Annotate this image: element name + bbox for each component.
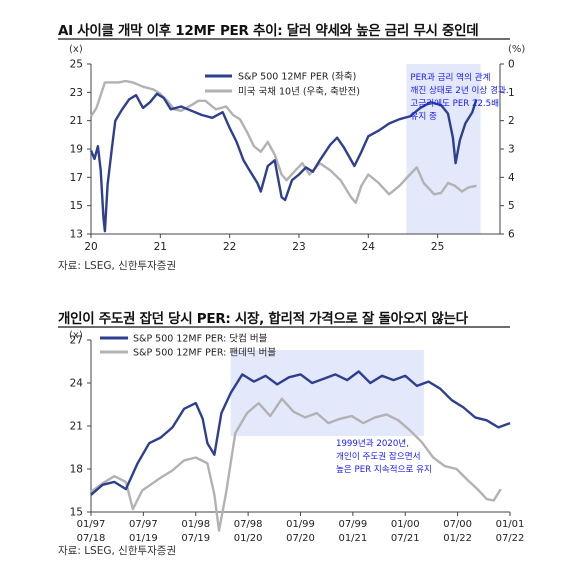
chart-2-x-tick-label-top: 01/97 bbox=[77, 519, 106, 530]
chart-1-right-tick-label: 2 bbox=[508, 115, 515, 127]
chart-2-x-tick-label-bottom: 01/19 bbox=[129, 533, 158, 544]
chart-2-x-tick-label-top: 01/01 bbox=[496, 519, 525, 530]
chart-1-left-tick-label: 13 bbox=[70, 229, 83, 241]
chart-2-svg: (x) 15 18 21 24 27 01/97 07/18 07/97 01/19 01/98 07… bbox=[69, 330, 525, 544]
chart-2-x-tick-label-top: 01/99 bbox=[286, 519, 315, 530]
chart-1-highlight-band bbox=[406, 64, 481, 234]
chart-2-x-tick-label-bottom: 07/19 bbox=[181, 533, 210, 544]
chart-1-annotation-line: 유지 중 bbox=[410, 111, 437, 122]
chart-1-title: AI 사이클 개막 이후 12MF PER 추이: 달러 약세와 높은 금리 무… bbox=[58, 23, 479, 39]
chart-1-left-tick-label: 25 bbox=[70, 59, 83, 71]
chart-2-x-tick-label-bottom: 07/18 bbox=[77, 533, 106, 544]
chart-2-x-tick-label-top: 07/99 bbox=[338, 519, 367, 530]
chart-1-left-tick-label: 17 bbox=[70, 172, 83, 184]
chart-1-annotation-line: PER과 금리 역의 관계 bbox=[410, 71, 490, 83]
chart-2-x-tick-label-bottom: 01/20 bbox=[234, 533, 263, 544]
chart-2-left-unit: (x) bbox=[69, 330, 83, 341]
chart-1-series-line-2 bbox=[89, 79, 477, 204]
chart-2-left-tick-label: 21 bbox=[70, 421, 83, 433]
chart-2-left-tick-label: 18 bbox=[70, 464, 83, 476]
chart-1-x-tick-label: 25 bbox=[431, 241, 444, 253]
chart-1-x-tick-label: 21 bbox=[154, 241, 167, 253]
chart-1-x-tick-label: 23 bbox=[292, 241, 305, 253]
chart-1-x-tick-label: 20 bbox=[84, 241, 97, 253]
chart-2-left-tick-label: 15 bbox=[70, 507, 83, 519]
chart-2-left-tick-label: 27 bbox=[70, 335, 83, 347]
chart-2-title-rule bbox=[58, 326, 510, 328]
chart-1-legend-label-1: S&P 500 12MF PER (좌축) bbox=[238, 72, 356, 83]
chart-1-left-tick-label: 19 bbox=[70, 144, 83, 156]
chart-1-left-unit: (x) bbox=[69, 44, 83, 55]
chart-2-annotation-line: 1999년과 2020년, bbox=[336, 438, 409, 449]
chart-2-source: 자료: LSEG, 신한투자증권 bbox=[58, 545, 177, 557]
chart-2-legend-label-2: S&P 500 12MF PER: 팬데믹 버블 bbox=[133, 347, 276, 359]
chart-1-series-line-1 bbox=[89, 92, 478, 233]
chart-1-annotation-line: 깨진 상태로 2년 이상 경과. bbox=[410, 84, 508, 96]
chart-1-left-tick-label: 15 bbox=[70, 200, 83, 212]
chart-1-right-tick-label: 3 bbox=[508, 144, 515, 156]
chart-1-source: 자료: LSEG, 신한투자증권 bbox=[58, 260, 177, 272]
chart-2-x-tick-label-bottom: 07/22 bbox=[496, 533, 525, 544]
chart-1-title-rule bbox=[58, 38, 510, 40]
chart-2-x-tick-label-top: 07/00 bbox=[443, 519, 472, 530]
chart-2-x-tick-label-bottom: 01/22 bbox=[443, 533, 472, 544]
chart-2-x-tick-label-top: 01/98 bbox=[181, 519, 210, 530]
chart-2-annotation-line: 높은 PER 지속적으로 유지 bbox=[336, 463, 432, 475]
chart-2-x-tick-label-bottom: 07/21 bbox=[391, 533, 420, 544]
chart-2-annotation-line: 개인이 주도권 잡으면서 bbox=[336, 450, 421, 462]
chart-1-right-tick-label: 1 bbox=[508, 87, 515, 99]
chart-2-series-line-2 bbox=[90, 397, 502, 532]
chart-1-right-tick-label: 0 bbox=[508, 59, 515, 71]
chart-2-title: 개인이 주도권 잡던 당시 PER: 시장, 합리적 가격으로 잘 돌아오지 않… bbox=[58, 311, 468, 327]
chart-1-left-tick-label: 21 bbox=[70, 115, 83, 127]
chart-2-x-tick-label-top: 07/97 bbox=[129, 519, 158, 530]
chart-1-x-tick-label: 22 bbox=[223, 241, 236, 253]
chart-2-series-line-1 bbox=[90, 370, 511, 496]
chart-2-x-tick-label-bottom: 07/20 bbox=[286, 533, 315, 544]
chart-panel-1: AI 사이클 개막 이후 12MF PER 추이: 달러 약세와 높은 금리 무… bbox=[58, 23, 525, 272]
chart-panel-2: 개인이 주도권 잡던 당시 PER: 시장, 합리적 가격으로 잘 돌아오지 않… bbox=[0, 290, 576, 570]
chart-1-annotation-line: 고금리에도 PER 22.5배 bbox=[410, 98, 499, 109]
chart-2-x-tick-label-bottom: 01/21 bbox=[338, 533, 367, 544]
chart-1-x-tick-label: 24 bbox=[362, 241, 376, 253]
chart-1-left-tick-label: 23 bbox=[70, 87, 83, 99]
chart-2-legend-label-1: S&P 500 12MF PER: 닷컴 버블 bbox=[133, 333, 268, 345]
chart-2-x-tick-label-top: 07/98 bbox=[234, 519, 263, 530]
chart-1-right-tick-label: 5 bbox=[508, 200, 515, 212]
chart-1-right-tick-label: 4 bbox=[508, 172, 515, 184]
chart-1-right-unit: (%) bbox=[508, 44, 525, 55]
chart-1-legend-label-2: 미국 국채 10년 (우축, 축반전) bbox=[238, 87, 360, 98]
chart-1-right-tick-label: 6 bbox=[508, 229, 515, 241]
chart-2-left-tick-label: 24 bbox=[70, 378, 84, 390]
chart-2-x-tick-label-top: 01/00 bbox=[391, 519, 420, 530]
